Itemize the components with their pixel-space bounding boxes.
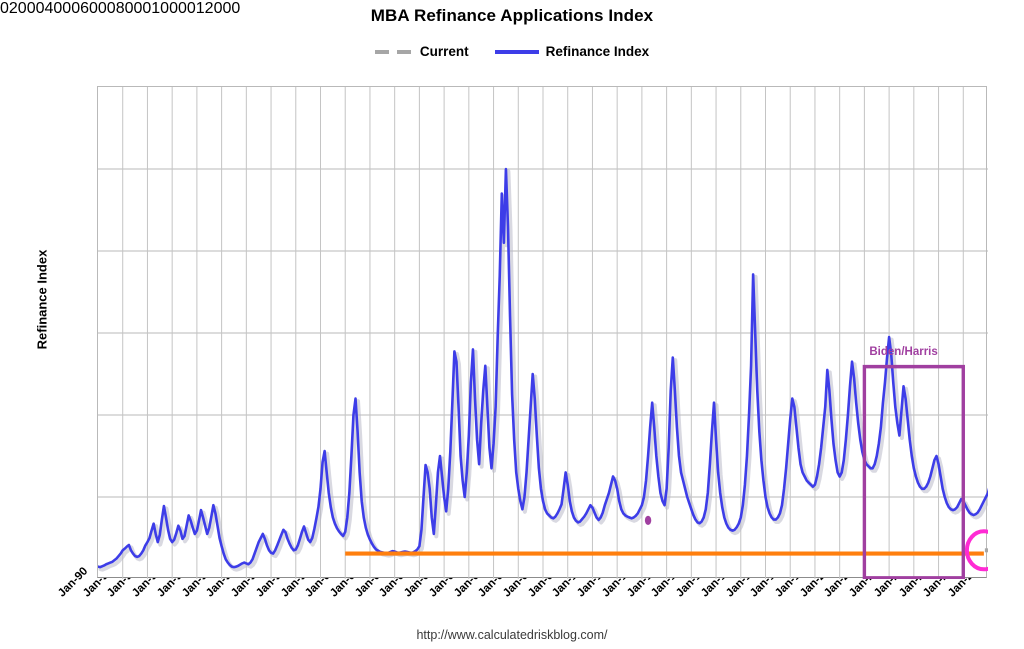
y-axis-tick-label: 4000 <box>44 0 81 17</box>
legend-label-refinance-index: Refinance Index <box>545 44 650 59</box>
y-axis-tick-label: 12000 <box>195 0 241 17</box>
annotation-label-biden-harris: Biden/Harris <box>869 345 938 358</box>
source-url: http://www.calculatedriskblog.com/ <box>416 628 608 642</box>
legend-label-current: Current <box>419 44 469 59</box>
annotation-box-biden-harris <box>862 364 965 579</box>
annotation-ellipse-current-value <box>964 529 988 572</box>
chart-title: MBA Refinance Applications Index <box>370 6 654 25</box>
legend-item-current[interactable]: Current <box>374 44 469 59</box>
solid-line-swatch-icon <box>494 49 539 54</box>
y-axis-tick-label: 10000 <box>151 0 196 17</box>
y-axis-tick-label: 2000 <box>8 0 45 17</box>
chart-legend: Current Refinance Index <box>0 44 1024 59</box>
y-axis-tick-label: 8000 <box>115 0 152 17</box>
legend-item-refinance-index[interactable]: Refinance Index <box>494 44 650 59</box>
plot-area <box>97 86 988 579</box>
y-axis-tick-label: 6000 <box>80 0 116 17</box>
dashed-line-swatch-icon <box>374 49 413 54</box>
series-line-refinance-index <box>98 167 988 569</box>
stray-marker-dot <box>644 515 652 525</box>
y-axis-tick-label: 0 <box>0 0 9 17</box>
